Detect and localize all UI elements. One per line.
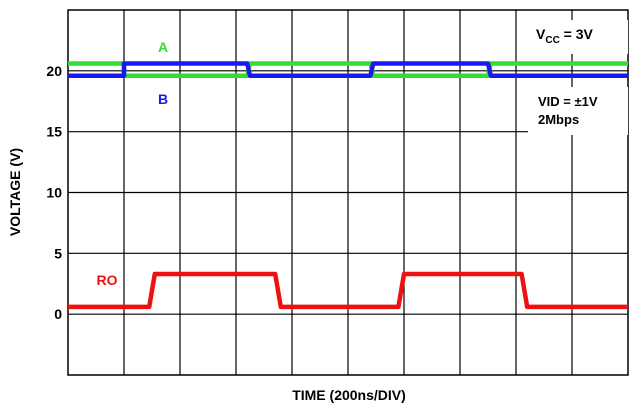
vid-annotation: VID = ±1V (538, 94, 598, 109)
y-tick-label: 10 (46, 185, 62, 201)
traces (68, 61, 628, 310)
vcc-rest: = 3V (560, 26, 594, 42)
series-label-ro: RO (97, 272, 118, 288)
vcc-main: V (536, 26, 546, 42)
series-line-ro (68, 271, 628, 310)
y-tick-label: 5 (54, 245, 62, 261)
grid (67, 9, 629, 376)
x-axis-label: TIME (200ns/DIV) (292, 387, 406, 403)
vcc-sub: CC (545, 35, 559, 46)
y-tick-label: 20 (46, 63, 62, 79)
y-tick-label: 15 (46, 124, 62, 140)
vcc-annotation-bg (528, 20, 628, 54)
series-line-b (68, 61, 628, 78)
signal-annotation-bg (528, 87, 628, 135)
series-label-b: B (158, 91, 168, 107)
vcc-annotation: VCC = 3V (536, 26, 594, 46)
y-axis-label: VOLTAGE (V) (7, 148, 23, 236)
y-tick-label: 0 (54, 306, 62, 322)
y-tick-labels: 0 5 10 15 20 (46, 63, 62, 322)
series-label-a: A (158, 39, 168, 55)
rate-annotation: 2Mbps (538, 112, 579, 127)
